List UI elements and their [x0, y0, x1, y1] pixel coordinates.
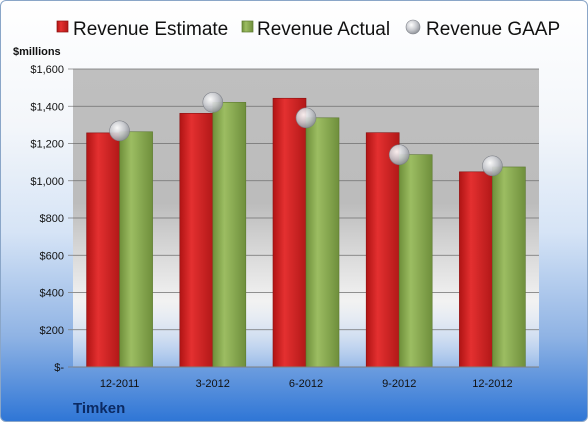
x-tick-label: 3-2012 [196, 378, 230, 390]
legend-label-revenue-actual: Revenue Actual [257, 19, 390, 40]
unit-label: $millions [13, 46, 61, 58]
legend-swatch-revenue-gaap [405, 19, 421, 35]
x-tick-label: 6-2012 [289, 378, 323, 390]
marker-revenue-gaap [388, 144, 410, 165]
marker-revenue-gaap [295, 107, 317, 129]
bar-revenue-actual [398, 154, 433, 368]
y-tick-label: $200 [40, 325, 64, 337]
y-tick-label: $1,600 [30, 64, 64, 76]
y-tick-label: $1,400 [30, 101, 64, 113]
y-tick-label: $1,000 [30, 176, 64, 188]
company-name: Timken [73, 400, 125, 417]
bar-revenue-actual [492, 166, 526, 368]
bar-revenue-actual [305, 117, 340, 368]
x-tick-label: 9-2012 [382, 378, 416, 390]
y-tick-label: $600 [40, 250, 64, 262]
bars [86, 97, 526, 368]
legend-swatch-revenue-actual [241, 20, 254, 33]
bar-revenue-estimate [459, 171, 493, 368]
y-axis-ticks: $- $200 $400 $600 $800 $1,000 $1,200 $1,400 $1,6… [30, 64, 73, 374]
y-tick-label: $400 [40, 288, 64, 300]
legend-label-revenue-estimate: Revenue Estimate [73, 19, 228, 40]
y-tick-label: $- [54, 362, 64, 374]
bar-revenue-estimate [365, 132, 400, 368]
legend-label-revenue-gaap: Revenue GAAP [426, 19, 560, 40]
bar-revenue-actual [212, 102, 247, 368]
bar-revenue-estimate [179, 113, 214, 368]
y-tick-label: $1,200 [30, 139, 64, 151]
gaap-markers [109, 92, 503, 177]
x-tick-label: 12-2012 [472, 378, 512, 390]
bar-revenue-estimate [272, 97, 307, 368]
marker-revenue-gaap [482, 155, 503, 177]
marker-revenue-gaap [202, 92, 224, 113]
x-axis-ticks: 12-2011 3-2012 6-2012 9-2012 12-2012 [100, 378, 513, 390]
x-tick-label: 12-2011 [100, 378, 140, 390]
y-tick-label: $800 [40, 213, 64, 225]
bar-revenue-estimate [86, 132, 120, 368]
marker-revenue-gaap [109, 120, 130, 142]
legend: Revenue Estimate Revenue Actual Revenue … [56, 19, 560, 40]
legend-swatch-revenue-estimate [56, 20, 69, 33]
bar-revenue-actual [119, 131, 153, 368]
